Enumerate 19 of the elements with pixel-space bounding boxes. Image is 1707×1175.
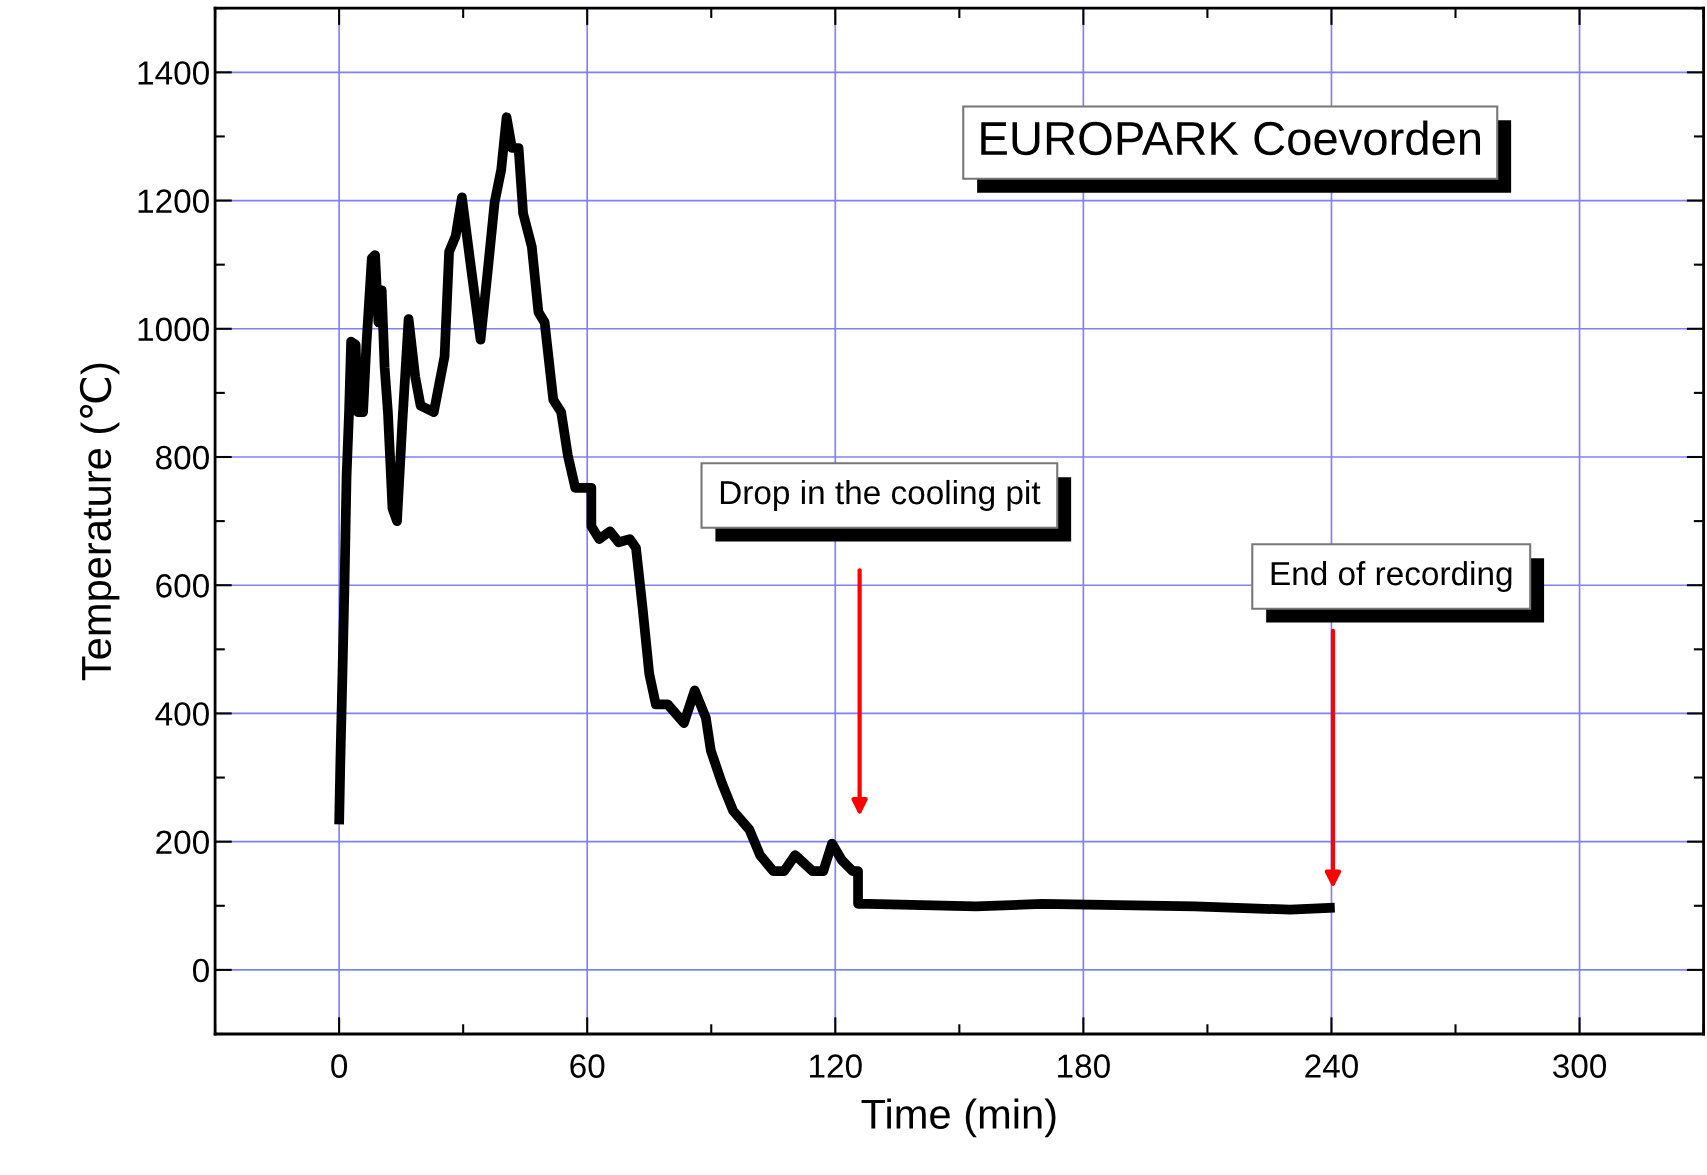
text: EUROPARK Coevorden bbox=[981, 120, 1481, 156]
x-tick-label: 300 bbox=[1553, 1054, 1607, 1078]
annotation: End of recording bbox=[1271, 560, 1512, 593]
x-tick-label: 240 bbox=[1305, 1054, 1358, 1078]
y-tick-label: 1400 bbox=[138, 61, 209, 85]
y-tick-label: 600 bbox=[156, 574, 209, 598]
annotation: Drop in the cooling pit bbox=[720, 479, 1041, 511]
y-tick-label: 1000 bbox=[138, 317, 209, 342]
x-axis-title: Time (min) bbox=[861, 1098, 1056, 1138]
x-tick-label: 0 bbox=[331, 1054, 348, 1078]
y-tick-label: 800 bbox=[156, 445, 209, 470]
y-tick-label: 0 bbox=[192, 958, 209, 983]
y-tick-label: 400 bbox=[155, 702, 209, 726]
y-axis-title: Temperature (℃) bbox=[79, 363, 120, 681]
x-tick-label: 180 bbox=[1058, 1054, 1110, 1078]
y-tick-label: 200 bbox=[156, 830, 209, 855]
y-tick-label: 1200 bbox=[138, 189, 209, 213]
x-tick-label: 60 bbox=[570, 1054, 605, 1078]
x-tick-label: 120 bbox=[810, 1054, 862, 1078]
